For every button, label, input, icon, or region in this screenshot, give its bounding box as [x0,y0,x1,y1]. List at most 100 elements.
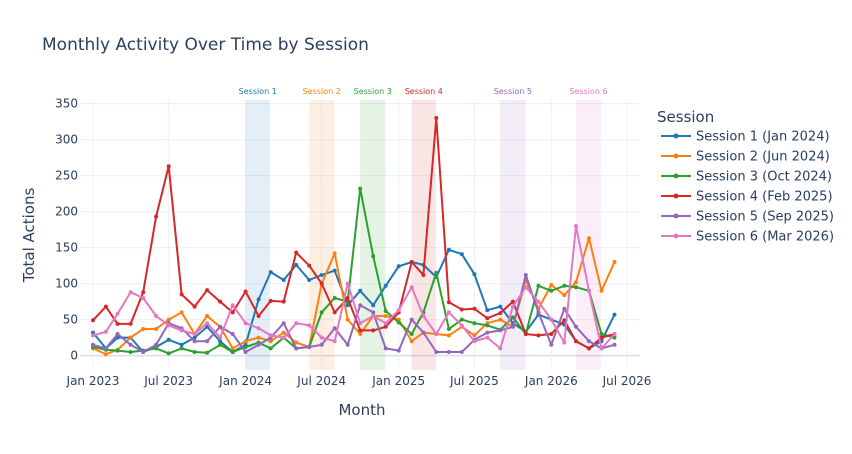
data-point [345,296,350,300]
series-line [92,117,615,350]
data-point [268,298,273,303]
data-point [319,273,324,277]
data-point [472,339,477,344]
series-line [92,225,616,350]
x-axis-ticks: Jan 2023 Jul 2023 Jan 2024 Jul 2024 Jan 2025… [66,374,652,388]
data-point [485,330,490,335]
data-point [612,335,617,340]
data-point [434,332,439,336]
data-point [574,280,578,285]
data-point [141,327,146,331]
data-point [485,323,490,328]
data-point [103,352,108,357]
data-point [587,339,591,344]
data-point [166,323,171,328]
data-point [371,254,376,259]
data-point [243,339,248,344]
data-point [230,332,235,336]
data-point [294,321,299,326]
data-point [166,351,171,356]
data-point [103,304,108,309]
data-point [294,262,299,267]
data-point [587,236,591,241]
data-point [409,260,414,264]
data-point [523,332,528,336]
data-point [510,299,515,304]
data-point [256,297,261,302]
legend-entry-label: Session 4 (Feb 2025) [696,190,833,205]
data-point [409,285,414,290]
data-point [409,317,414,322]
x-tick-label: Jul 2023 [143,374,193,388]
data-point [128,335,133,340]
data-point [371,328,376,333]
data-point [243,289,248,294]
data-point [472,272,477,277]
data-point [294,340,299,345]
data-point [485,308,490,313]
data-point [472,321,477,326]
x-tick-label: Jul 2026 [602,374,652,388]
data-point [523,273,528,277]
data-point [446,333,451,338]
data-point [446,327,451,331]
data-point [383,324,388,329]
data-point [154,346,159,351]
data-point [268,339,273,344]
chart-title: Monthly Activity Over Time by Session [42,35,369,55]
legend: Session Session 1 (Jan 2024) Session 2 (J… [657,108,834,245]
data-point [498,311,503,316]
data-point [154,314,159,318]
data-point [612,260,617,264]
data-point [371,314,376,318]
data-point [549,288,554,293]
data-point [421,330,426,335]
data-point [256,326,261,331]
data-point [115,311,120,316]
data-point [319,342,324,347]
data-point [421,314,426,318]
data-point [179,346,184,351]
data-point [574,285,578,290]
session-label: Session 2 [303,87,341,96]
data-point [115,332,120,336]
data-point [472,333,477,338]
legend-swatch-marker [673,153,679,159]
y-tick-label: 150 [55,241,78,255]
data-point [434,270,439,275]
data-point [549,332,554,336]
data-point [599,346,604,351]
data-point [612,332,617,336]
data-point [268,333,273,338]
data-point [141,350,146,354]
data-point [128,342,133,347]
y-tick-label: 0 [70,349,78,363]
y-axis-ticks: 0 50 100 150 200 250 300 350 [55,97,78,363]
data-point [332,339,337,344]
data-point [307,278,312,282]
legend-swatch-marker [673,213,679,219]
data-point [103,329,108,334]
data-point [319,281,324,286]
data-point [536,333,541,338]
data-point [498,317,503,322]
session-band [360,100,386,370]
data-point [383,321,388,326]
data-point [562,283,567,288]
data-point [345,317,350,322]
data-point [498,328,503,333]
data-point [192,332,197,336]
data-point [574,224,578,228]
data-point [115,321,120,326]
data-point [510,324,515,329]
data-point [154,327,159,331]
data-point [281,299,286,304]
data-point [243,345,248,349]
data-point [358,321,363,326]
data-point [523,285,528,290]
data-point [179,342,184,347]
data-point [128,321,133,326]
data-point [103,346,108,351]
data-point [205,350,210,355]
legend-entry-label: Session 5 (Sep 2025) [696,210,834,225]
